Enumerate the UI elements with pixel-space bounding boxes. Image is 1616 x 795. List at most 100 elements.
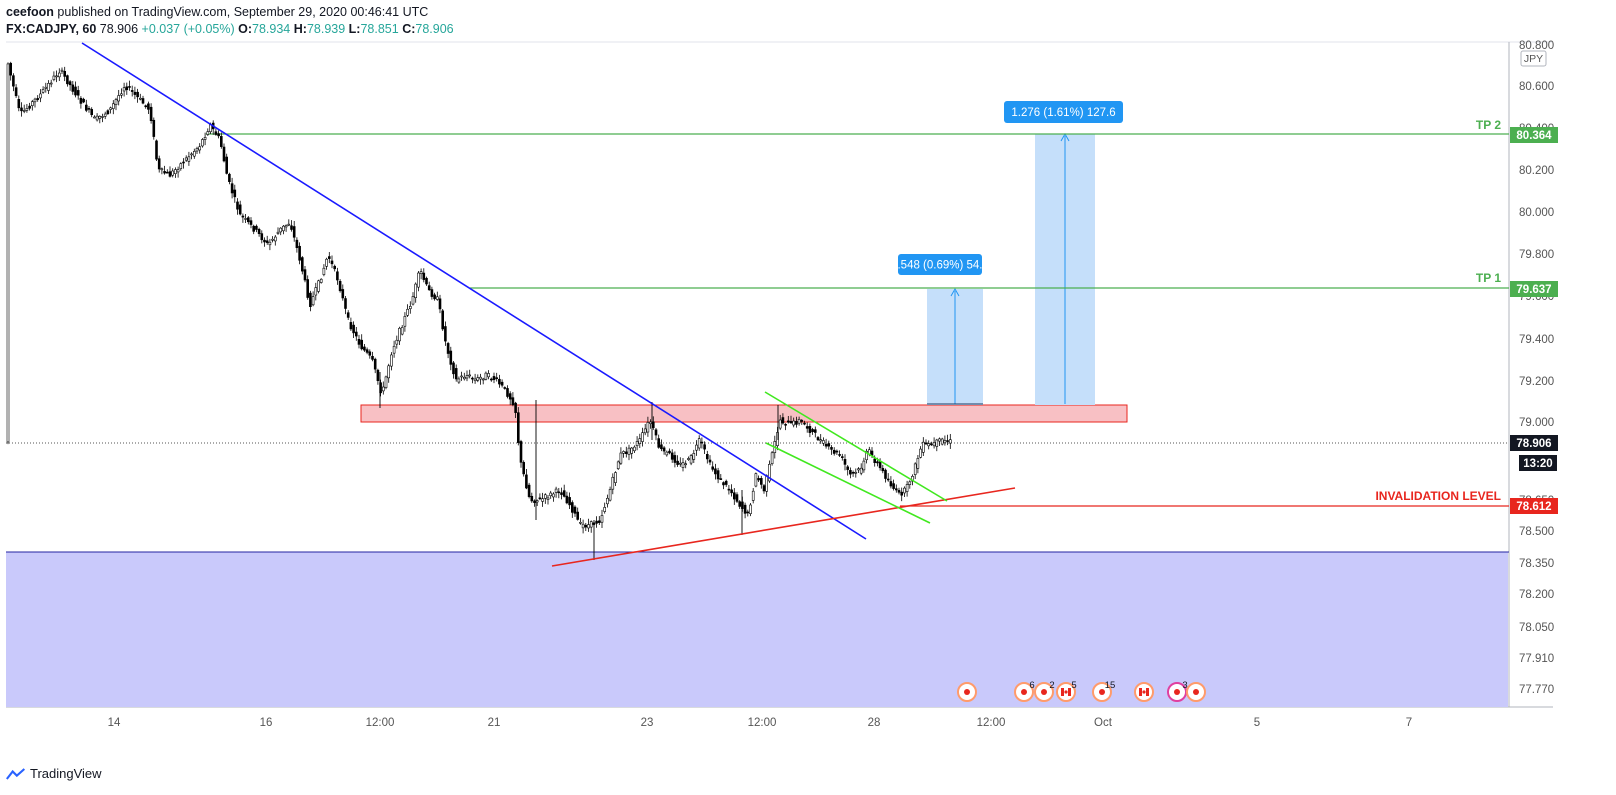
candle-body [103,113,107,117]
candle-body [271,238,274,241]
price-tick-label: 78.500 [1519,526,1554,538]
candle-body [182,161,185,164]
candle-body [381,386,385,392]
candle-body [363,346,366,351]
candle-body [708,459,712,463]
candle-body [851,472,855,474]
candle-body [373,358,377,370]
downtrend-line[interactable] [81,42,867,540]
event-badge[interactable]: 3 [1167,680,1188,702]
candle-body [311,296,315,306]
event-badges[interactable]: 6 2 5 15 3 [957,680,1206,702]
candle-body [840,456,844,458]
candle-body [689,455,693,464]
candle-body [122,87,126,92]
candle-body [476,377,480,381]
candle-body [624,451,628,454]
event-badge[interactable]: 15 [1092,680,1115,702]
currency-text: JPY [1524,53,1543,65]
candle-body [408,306,412,310]
symbol-label[interactable]: FX:CADJPY, 60 [6,22,97,36]
candle-body [319,278,323,283]
time-axis[interactable]: 14 16 12:00 21 23 12:00 28 12:00 Oct 5 7 [108,717,1413,729]
candle-body [449,350,453,365]
candle-body [503,387,507,389]
footer-brand[interactable]: TradingView [30,766,102,781]
candle-body [789,421,793,424]
candle-body [484,372,488,380]
support-zone[interactable] [6,552,1508,707]
candle-body [460,375,463,378]
candle-body [946,440,949,442]
close-label: C: [402,22,416,36]
candle-body [276,231,280,234]
candle-body [800,420,804,422]
candle-body [560,492,563,495]
candle-body [114,99,118,105]
candle-body [565,495,569,504]
candle-body [589,521,593,528]
tp1-text: TP 1 [1476,271,1501,285]
candle-body [71,84,75,92]
channel-upper-line[interactable] [764,391,948,502]
candle-body [646,422,650,433]
event-badge[interactable]: 5 [1056,680,1077,702]
event-dot-icon [1021,689,1027,695]
open-label: O: [238,22,253,36]
price-chart[interactable]: 0.548 (0.69%) 54.8 1.276 (1.61%) 127.6 T… [0,0,1616,760]
candle-body [808,426,812,433]
candle-body [238,204,242,215]
measurement-text-2: 1.276 (1.61%) 127.6 [1011,107,1115,119]
candle-body [805,426,809,429]
event-badge[interactable] [1134,682,1154,702]
candle-body [85,104,88,111]
event-badge[interactable]: 6 [1014,680,1035,702]
candle-body [93,116,96,119]
candle-body [39,93,42,99]
candle-body [317,280,320,292]
event-badge[interactable] [1186,682,1206,702]
candle-body [438,298,442,310]
candle-body [579,521,582,524]
measurement-label-1[interactable]: 0.548 (0.69%) 54.8 [891,254,989,275]
candle-body [819,439,823,442]
ohlc-line: FX:CADJPY, 60 78.906 +0.037 (+0.05%) O:7… [6,21,454,38]
candle-body [144,105,147,108]
candle-body [549,492,553,497]
author-name[interactable]: ceefoon [6,5,54,19]
candle-body [395,339,399,345]
candle-body [9,62,12,76]
candle-body [166,171,169,174]
price-tick-label: 79.200 [1519,376,1554,388]
candle-body [130,90,134,92]
event-count: 6 [1029,680,1034,691]
candle-body [225,156,228,174]
countdown-text: 13:20 [1523,458,1552,470]
measurement-label-2[interactable]: 1.276 (1.61%) 127.6 [1004,101,1123,123]
candle-body [411,296,415,305]
candle-body [797,418,801,424]
price-axis[interactable]: 80.80080.60080.40080.20080.00079.80079.6… [1519,40,1554,696]
candle-body [12,75,15,87]
rising-support-line[interactable] [551,487,1016,567]
candle-body [98,115,102,119]
candle-body [314,287,318,296]
candle-body [236,201,239,210]
event-dot-icon [1099,689,1105,695]
event-badge[interactable]: 2 [1034,680,1055,702]
candle-body [198,146,201,151]
channel-lower-line[interactable] [765,442,931,524]
candle-body [622,451,625,454]
resistance-zone[interactable] [360,404,1128,423]
candle-body [36,98,40,100]
time-tick-label: 12:00 [366,717,395,729]
candle-body [921,441,925,453]
candle-body [614,472,617,483]
event-badge[interactable] [957,682,977,702]
candle-body [60,69,64,72]
candle-body [716,470,720,480]
candle-body [414,283,418,298]
candle-body [943,440,947,444]
candle-body [657,438,661,448]
time-tick-label: 12:00 [977,717,1006,729]
